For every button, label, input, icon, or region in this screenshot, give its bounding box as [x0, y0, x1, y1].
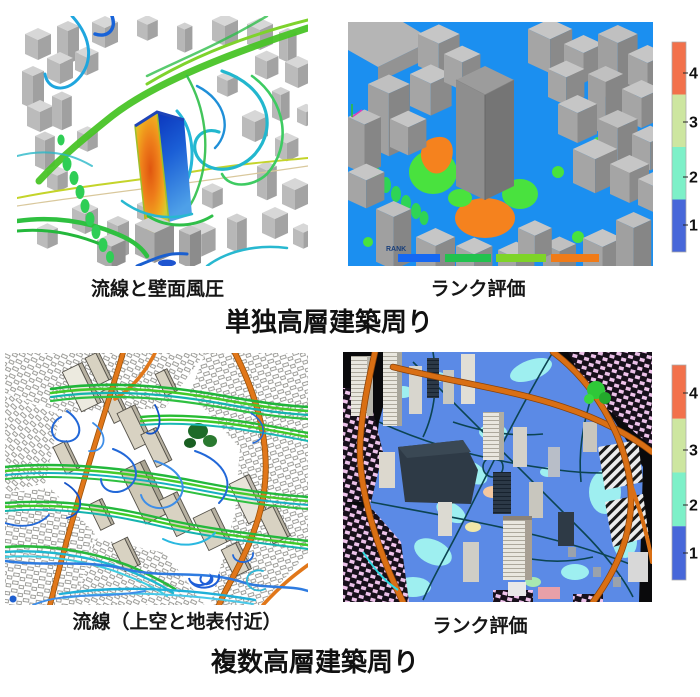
- colorbar-label-1: 1: [689, 218, 698, 235]
- panel-multi-streamlines: [5, 353, 308, 605]
- colorbar-label-4: 4: [689, 386, 698, 403]
- colorbar-label-3: 3: [689, 443, 698, 460]
- tree-dots: [57, 134, 114, 263]
- rank-mini-legend: RANK: [386, 246, 599, 262]
- colorbar-label-2: 2: [689, 498, 698, 515]
- colorbar-border: [671, 364, 687, 581]
- colorbar-label-1: 1: [689, 546, 698, 563]
- highways-orange: [356, 352, 652, 602]
- cyan-line: [362, 551, 399, 591]
- caption-multi-streamlines: 流線（上空と地表付近）: [72, 612, 282, 633]
- colorbar-seg-rank3: [672, 418, 686, 473]
- blue-eddy-dot: [9, 595, 17, 603]
- highways-orange: [47, 353, 308, 605]
- colorbar-seg-rank2: [672, 147, 686, 200]
- tree-cluster: [184, 423, 217, 448]
- caption-single-rank: ランク評価: [430, 279, 526, 300]
- section-title-single: 単独高層建築周り: [224, 307, 433, 337]
- streamlines-city-scene: [5, 353, 308, 605]
- panel-multi-rank: [343, 352, 652, 602]
- rank-central-tower: [455, 66, 515, 200]
- tree-blob: [584, 381, 611, 404]
- colorbar-label-3: 3: [689, 115, 698, 132]
- colorbar-border: [671, 41, 687, 253]
- blue-spot: [158, 259, 176, 266]
- colorbar-label-4: 4: [689, 66, 698, 83]
- rank-scene-single: RANK: [348, 22, 653, 266]
- streamlines-pressure-scene: [17, 16, 308, 266]
- rank-colorbar-top: 4 3 2 1: [671, 41, 698, 253]
- colorbar-label-2: 2: [689, 170, 698, 187]
- streamlines-blue-ground: [5, 404, 308, 605]
- colorbar-seg-rank3: [672, 94, 686, 147]
- rank-colorbar-bottom: 4 3 2 1: [671, 364, 698, 581]
- panel-single-rank: RANK: [348, 22, 653, 266]
- rank-scene-multi: [343, 352, 652, 602]
- streamlines-front-layer: [17, 199, 289, 266]
- city-buildings-layer: [348, 22, 653, 266]
- streamlines-back-layer: [17, 16, 308, 219]
- colorbar-seg-rank1: [672, 526, 686, 580]
- colorbar-seg-rank1: [672, 199, 686, 252]
- rank-mini-legend-label: RANK: [386, 246, 406, 253]
- panel-single-streamlines: [17, 16, 308, 266]
- section-title-multi: 複数高層建築周り: [210, 647, 419, 677]
- colorbar-seg-rank4: [672, 42, 686, 95]
- caption-single-streamlines: 流線と壁面風圧: [90, 279, 224, 300]
- colorbar-seg-rank4: [672, 365, 686, 419]
- axis-glyph: [351, 104, 363, 118]
- caption-multi-rank: ランク評価: [432, 616, 528, 637]
- colorbar-seg-rank2: [672, 472, 686, 527]
